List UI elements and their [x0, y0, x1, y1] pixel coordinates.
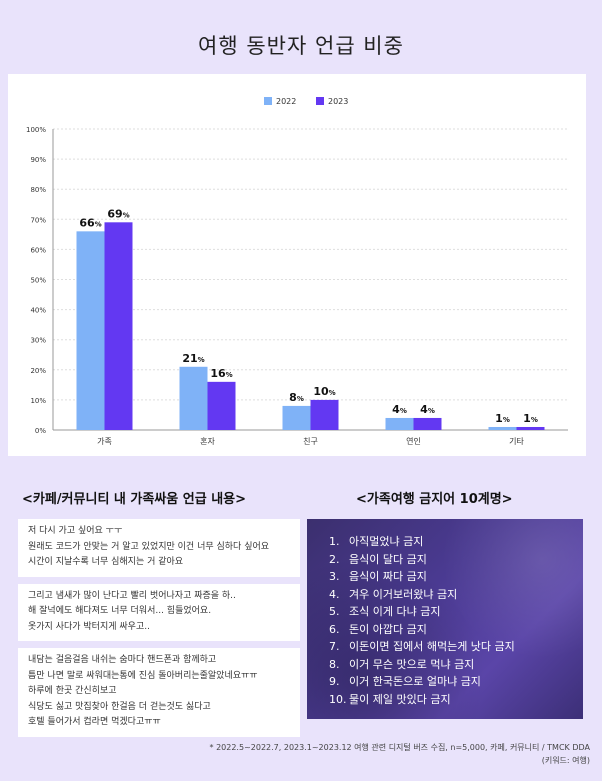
ban-item: 9. 이거 한국돈으로 얼마냐 금지 — [329, 675, 481, 688]
y-tick-label: 20% — [30, 367, 46, 375]
comment-line: 호텔 들어가서 컵라면 먹겠다고ㅠㅠ — [28, 717, 161, 727]
data-label: 10% — [313, 385, 335, 398]
comment-line: 틈만 나면 말로 싸워대는통에 진심 돌아버리는줄알았네요ㅠㅠ — [28, 670, 258, 681]
comment-line: 저 다시 가고 싶어요 ㅜㅜ — [28, 526, 123, 536]
ban-item: 5. 조식 이게 다냐 금지 — [329, 605, 441, 618]
comment-list: 저 다시 가고 싶어요 ㅜㅜ 원래도 코드가 안맞는 거 알고 있었지만 이건 … — [18, 519, 300, 744]
bar — [207, 381, 236, 430]
comment-line: 해 잘넉에도 해다져도 너무 더워서... 힘들었어요. — [28, 606, 212, 616]
bar — [310, 399, 339, 430]
y-tick-label: 80% — [30, 186, 46, 194]
y-tick-label: 0% — [35, 427, 46, 435]
data-label: 4% — [392, 403, 407, 416]
data-label: 21% — [182, 352, 204, 365]
x-tick-label: 친구 — [303, 436, 318, 446]
comment-line: 그리고 냄새가 많이 난다고 빨리 벗어나자고 짜증을 하.. — [28, 590, 236, 601]
ban-list: 1. 아직멀었냐 금지 2. 음식이 달다 금지 3. 음식이 짜다 금지 4. 겨우 … — [329, 533, 515, 708]
y-tick-label: 10% — [30, 397, 46, 405]
right-section-heading: <가족여행 금지어 10계명> — [356, 492, 513, 507]
ban-item: 8. 이거 무슨 맛으로 먹냐 금지 — [329, 657, 475, 671]
bar — [413, 417, 442, 430]
data-label: 8% — [289, 391, 304, 404]
bar — [76, 231, 105, 430]
x-tick-label: 혼자 — [200, 436, 215, 446]
y-tick-label: 60% — [30, 246, 46, 254]
legend-swatch — [316, 97, 324, 105]
comment-line: 하루에 한곳 간신히보고 — [28, 686, 117, 696]
x-tick-label: 연인 — [406, 436, 421, 446]
y-tick-label: 70% — [30, 216, 46, 224]
source-footnote: * 2022.5~2022.7, 2023.1~2023.12 여행 관련 디지… — [210, 741, 590, 767]
comment-line: 내담는 걸음걸음 내쉬는 숨마다 핸드폰과 함께하고 — [28, 655, 217, 665]
ban-item: 2. 음식이 달다 금지 — [329, 552, 427, 566]
comment-line: 원래도 코드가 안맞는 거 알고 있었지만 이건 너무 심하다 싶어요 — [28, 541, 270, 552]
bar — [104, 222, 133, 430]
y-tick-label: 50% — [30, 277, 46, 285]
ban-item: 6. 돈이 아깝다 금지 — [329, 622, 427, 636]
x-tick-label: 기타 — [509, 437, 524, 446]
chart-card: 0% 10% 20% 30% 40% 50% 60% 70% 80% 90% 100% 2022 202… — [8, 74, 586, 456]
data-label: 1% — [523, 412, 538, 425]
bar — [516, 426, 545, 430]
background-photo — [307, 519, 583, 719]
data-label: 1% — [495, 412, 510, 425]
comment-line: 옷가지 사다가 박터지게 싸우고.. — [28, 621, 150, 632]
ban-list-panel: 1. 아직멀었냐 금지 2. 음식이 달다 금지 3. 음식이 짜다 금지 4. 겨우 … — [307, 519, 583, 719]
y-tick-label: 90% — [30, 156, 46, 164]
data-label: 66% — [79, 216, 101, 229]
bar — [488, 426, 517, 430]
bar — [179, 366, 208, 430]
legend-swatch — [264, 97, 272, 105]
page-title: 여행 동반자 언급 비중 — [198, 34, 404, 58]
bar-chart: 0% 10% 20% 30% 40% 50% 60% 70% 80% 90% 100% 2022 202… — [26, 97, 568, 446]
ban-item: 3. 음식이 짜다 금지 — [329, 570, 427, 583]
bar — [282, 405, 311, 430]
ban-item: 1. 아직멀었냐 금지 — [329, 535, 424, 548]
x-tick-label: 가족 — [97, 437, 112, 446]
data-label: 4% — [420, 403, 435, 416]
comment-box-2: 그리고 냄새가 많이 난다고 빨리 벗어나자고 짜증을 하.. 해 잘넉에도 해… — [18, 583, 300, 641]
data-label: 16% — [210, 367, 232, 380]
ban-item: 7. 이돈이면 집에서 해먹는게 낫다 금지 — [329, 640, 515, 653]
ban-item: 10. 물이 제일 맛있다 금지 — [329, 692, 451, 706]
footnote-line: (키워드: 여행) — [541, 756, 590, 765]
ban-item: 4. 겨우 이거보러왔냐 금지 — [329, 587, 458, 601]
left-section-heading: <카페/커뮤니티 내 가족싸움 언급 내용> — [22, 492, 247, 507]
y-tick-label: 100% — [26, 126, 46, 134]
y-tick-label: 30% — [30, 337, 46, 345]
data-label: 69% — [107, 207, 129, 220]
comment-line: 식당도 싫고 맛집찾아 한걸음 더 걷는것도 싫다고 — [28, 701, 211, 712]
comment-box-1: 저 다시 가고 싶어요 ㅜㅜ 원래도 코드가 안맞는 거 알고 있었지만 이건 … — [18, 519, 300, 577]
y-tick-label: 40% — [30, 307, 46, 315]
comment-box-3: 내담는 걸음걸음 내쉬는 숨마다 핸드폰과 함께하고 틈만 나면 말로 싸워대는… — [18, 648, 300, 737]
legend-label: 2023 — [328, 97, 348, 106]
legend-label: 2022 — [276, 97, 296, 106]
comment-line: 시간이 지날수록 너무 심해지는 거 같아요 — [28, 557, 184, 567]
footnote-line: * 2022.5~2022.7, 2023.1~2023.12 여행 관련 디지… — [209, 743, 590, 752]
bar — [385, 417, 414, 430]
